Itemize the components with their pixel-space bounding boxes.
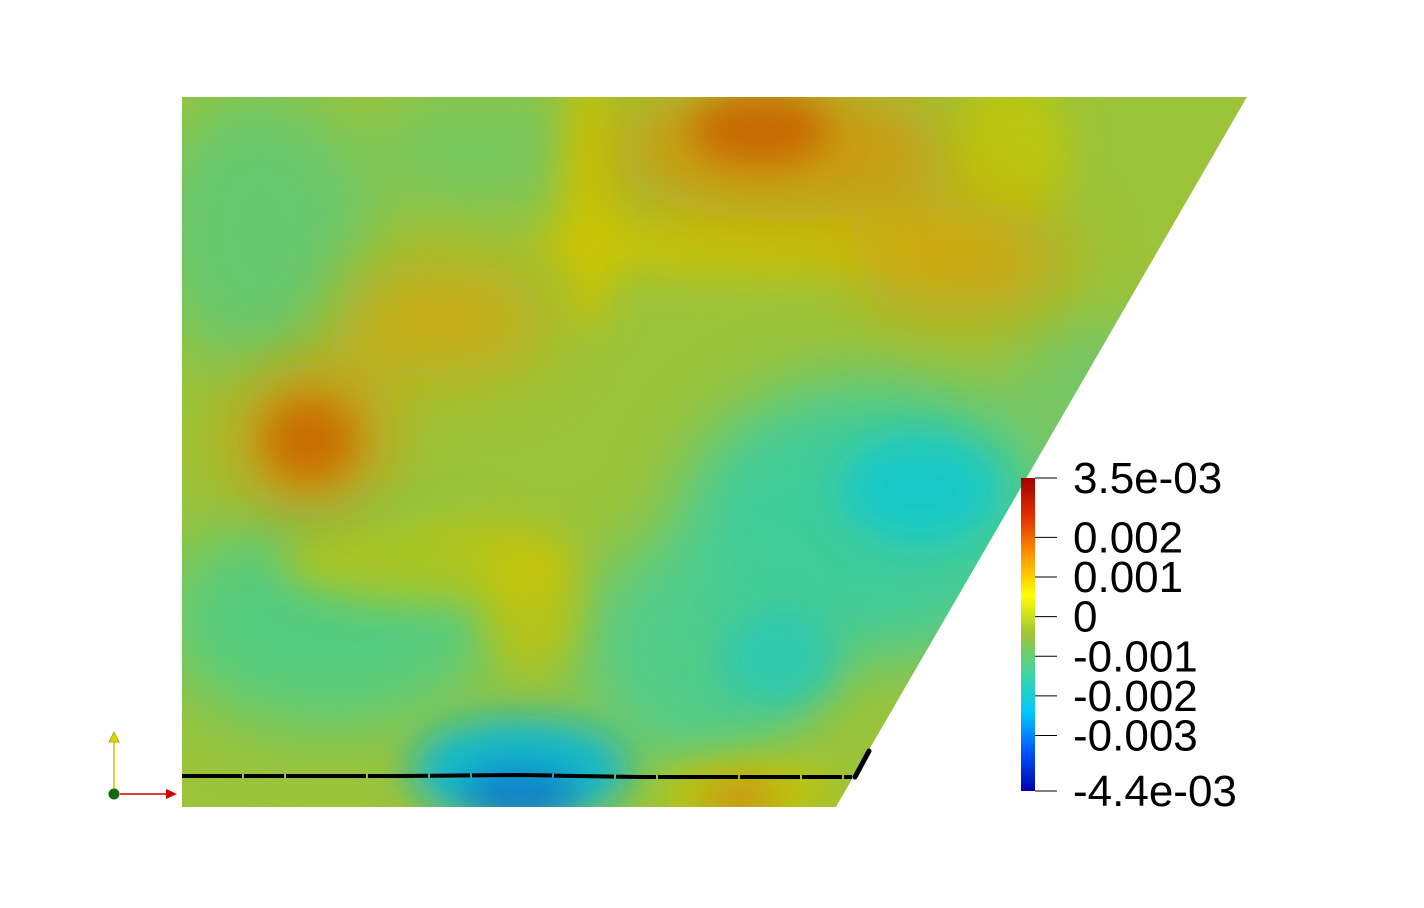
- colorbar-tick-label: 0.002: [1073, 513, 1183, 562]
- colorbar-tick-label: -0.001: [1073, 632, 1198, 681]
- probe-line: [182, 748, 872, 780]
- colorbar-tick-label: -4.4e-03: [1073, 767, 1237, 816]
- colorbar-tick-label: 0: [1073, 593, 1097, 642]
- cyan-lobes: [410, 435, 1000, 807]
- x-axis-arrow-icon: [166, 789, 177, 799]
- warm-peaks: [265, 97, 830, 807]
- probe-line-horizontal: [182, 772, 852, 779]
- probe-line-slant: [852, 748, 872, 780]
- colorbar-tick-label: -0.002: [1073, 672, 1198, 721]
- orientation-axes: [108, 731, 177, 800]
- colorbar-bar: [1021, 478, 1035, 791]
- colorbar-tick-label: 3.5e-03: [1073, 454, 1222, 503]
- colorbar-tick-label: 0.001: [1073, 553, 1183, 602]
- colorbar-tick-label: -0.003: [1073, 712, 1198, 761]
- origin-dot-icon: [108, 788, 120, 800]
- y-axis-arrow-icon: [108, 731, 120, 743]
